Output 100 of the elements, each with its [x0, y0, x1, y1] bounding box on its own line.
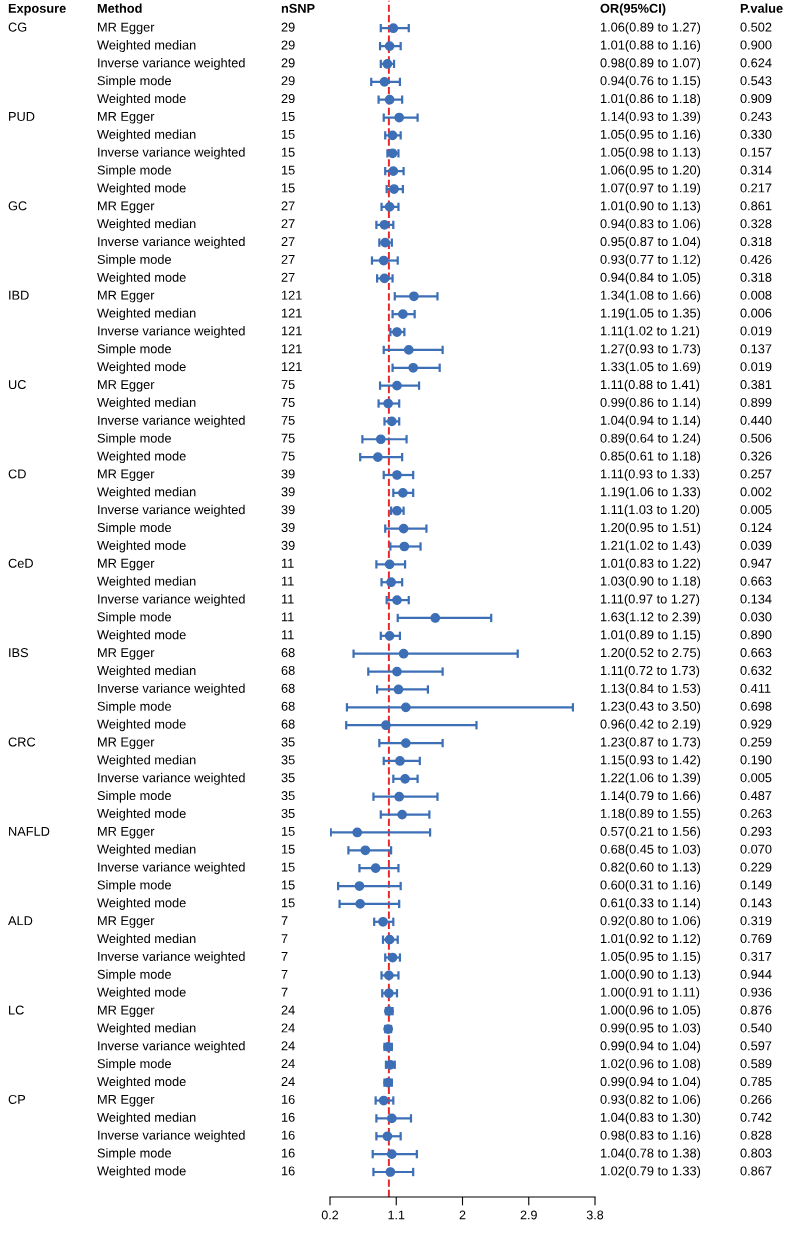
data-label: 1.07(0.97 to 1.19) — [600, 183, 701, 195]
text: 0.266 — [740, 1094, 772, 1104]
text: PUD — [9, 112, 35, 121]
data-label: 1.00(0.91 to 1.11) — [600, 987, 700, 1000]
text: 75 — [281, 433, 295, 443]
text: 0.597 — [740, 1041, 772, 1051]
data-label: 0.93(0.77 to 1.12) — [600, 254, 701, 267]
data-label: 0.85(0.61 to 1.18) — [600, 451, 701, 464]
x-tick-label: 0.2 — [321, 1210, 339, 1220]
text: 7 — [281, 916, 288, 926]
text: 0.900 — [740, 40, 772, 50]
y-tick-label: Weighted mode — [97, 897, 186, 910]
data-label: 0.94(0.84 to 1.05) — [600, 272, 701, 285]
text: 0.769 — [740, 934, 772, 944]
data-label: 1.11(0.72 to 1.73) — [600, 665, 700, 678]
text: 39 — [281, 523, 295, 533]
x-tick-label: 2.9 — [520, 1210, 537, 1220]
data-label: 0.68(0.45 to 1.03) — [600, 844, 701, 857]
y-tick-label: MR Egger — [98, 737, 155, 750]
text: 0.257 — [740, 469, 772, 479]
data-label: 0.99(0.86 to 1.14) — [600, 397, 701, 410]
y-tick-label: Simple mode — [97, 75, 171, 88]
text: 27 — [281, 201, 295, 211]
text: 15 — [281, 844, 295, 854]
text: UC — [8, 380, 26, 390]
text: 0.243 — [740, 111, 772, 121]
y-tick-label: Inverse variance weighted — [98, 683, 245, 696]
y-tick-label: Weighted mode — [97, 629, 186, 642]
x-tick-label: 3.8 — [586, 1210, 604, 1220]
text: 0.785 — [740, 1077, 772, 1087]
y-tick-label: Inverse variance weighted — [98, 504, 245, 517]
text: 0.149 — [740, 880, 772, 890]
text: 0.070 — [740, 844, 772, 854]
data-label: 1.05(0.95 to 1.15) — [600, 951, 701, 964]
text: 0.543 — [740, 76, 772, 86]
text: 7 — [281, 952, 288, 961]
text: 27 — [281, 254, 295, 264]
text: 75 — [281, 380, 295, 390]
text: 24 — [281, 1059, 295, 1069]
y-tick-label: Inverse variance weighted — [98, 1040, 245, 1053]
data-label: 1.04(0.83 to 1.30) — [600, 1112, 701, 1125]
text: 68 — [281, 648, 295, 658]
data-label: 1.19(1.06 to 1.33) — [600, 486, 701, 499]
y-tick-label: Simple mode — [97, 522, 171, 535]
data-label: 1.19(1.05 to 1.35) — [600, 308, 701, 321]
y-tick-label: Simple mode — [97, 343, 171, 356]
text: 0.624 — [740, 58, 772, 68]
text: 24 — [281, 1077, 295, 1086]
text: 39 — [281, 469, 295, 479]
y-tick-label: Weighted mode — [97, 808, 186, 821]
data-label: 1.20(0.95 to 1.51) — [600, 522, 701, 535]
text: 35 — [281, 755, 295, 765]
text: 11 — [281, 576, 294, 586]
text: 11 — [281, 612, 294, 622]
text: 35 — [281, 773, 295, 783]
data-label: 1.00(0.96 to 1.05) — [600, 1005, 701, 1018]
text: CG — [8, 22, 27, 32]
y-tick-label: Weighted mode — [97, 93, 186, 106]
text: 0.876 — [740, 1005, 772, 1015]
y-tick-label: Weighted median — [97, 218, 196, 231]
text: Method — [97, 3, 142, 13]
y-tick-label: Inverse variance weighted — [98, 147, 245, 160]
data-label: 1.03(0.90 to 1.18) — [600, 576, 701, 589]
y-tick-label: MR Egger — [98, 469, 155, 481]
text: 0.936 — [740, 987, 772, 997]
data-label: 1.63(1.12 to 2.39) — [600, 612, 701, 624]
data-label: 1.11(0.88 to 1.41) — [600, 379, 700, 392]
text: 0.318 — [740, 272, 772, 282]
y-tick-label: Inverse variance weighted — [98, 772, 245, 785]
text: 0.411 — [740, 683, 771, 693]
text: 7 — [281, 969, 288, 979]
y-tick-label: Weighted median — [97, 665, 196, 678]
text: 39 — [281, 505, 295, 515]
y-tick-label: Simple mode — [97, 701, 171, 714]
text: 15 — [281, 880, 295, 890]
text: 0.929 — [740, 719, 772, 729]
text: 27 — [281, 219, 295, 229]
y-tick-label: MR Egger — [98, 826, 155, 839]
text: NAFLD — [9, 826, 50, 836]
data-label: 1.20(0.52 to 2.75) — [600, 647, 701, 660]
text: 68 — [281, 719, 295, 729]
y-tick-label: MR Egger — [98, 1005, 155, 1018]
text: 0.944 — [740, 969, 772, 979]
text: 27 — [281, 237, 295, 246]
text: 11 — [281, 558, 294, 568]
data-label: 1.18(0.89 to 1.55) — [600, 808, 701, 821]
text: 16 — [281, 1130, 295, 1140]
data-label: 1.05(0.95 to 1.16) — [600, 129, 701, 142]
text: 0.263 — [740, 808, 772, 818]
text: 0.124 — [740, 523, 772, 533]
y-tick-label: Simple mode — [97, 880, 171, 893]
text: 0.803 — [740, 1148, 772, 1158]
text: 0.589 — [740, 1059, 772, 1069]
y-tick-label: MR Egger — [98, 22, 155, 35]
text: 0.137 — [740, 344, 772, 354]
text: CRC — [8, 737, 36, 747]
text: 0.006 — [740, 308, 772, 318]
data-label: 1.34(1.08 to 1.66) — [600, 290, 701, 303]
data-label: 1.01(0.86 to 1.18) — [600, 93, 701, 106]
y-tick-label: Inverse variance weighted — [98, 862, 245, 875]
